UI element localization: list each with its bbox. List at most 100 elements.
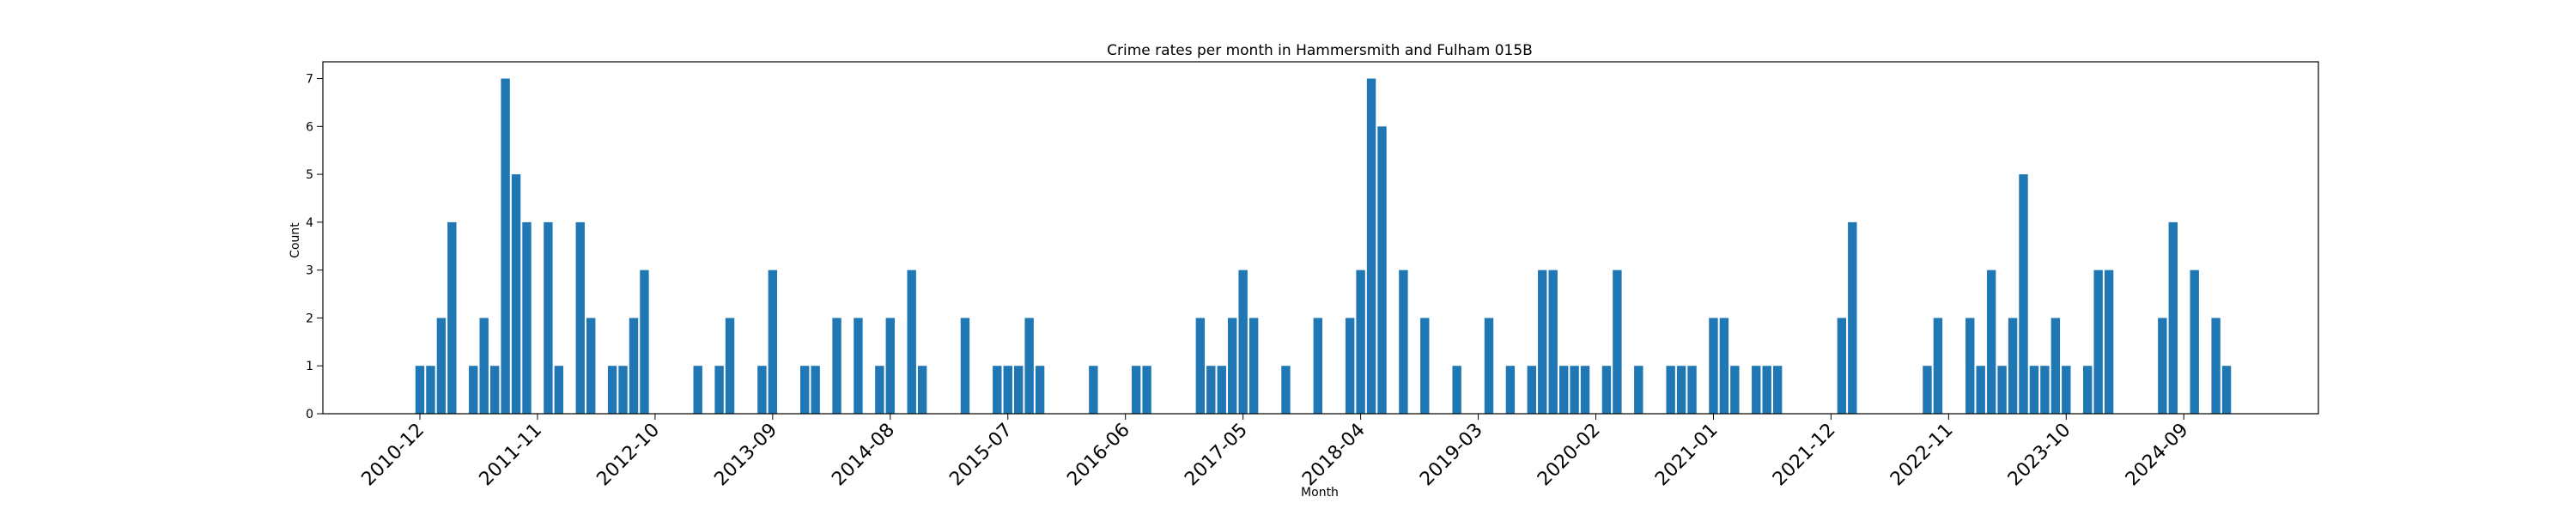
bar bbox=[2190, 270, 2199, 414]
bar bbox=[1024, 318, 1033, 414]
bar bbox=[1666, 366, 1674, 414]
bar bbox=[2030, 366, 2038, 414]
bar bbox=[1923, 366, 1931, 414]
x-axis-label: Month bbox=[1301, 486, 1339, 500]
bar bbox=[726, 318, 734, 414]
bar bbox=[1452, 366, 1461, 414]
bar bbox=[1281, 366, 1290, 414]
bar bbox=[2083, 366, 2092, 414]
bar bbox=[1228, 318, 1236, 414]
y-tick-label: 2 bbox=[306, 312, 313, 325]
bar bbox=[2169, 222, 2178, 414]
bar bbox=[629, 318, 638, 414]
bar bbox=[2211, 318, 2220, 414]
bar bbox=[1965, 318, 1974, 414]
bar bbox=[2158, 318, 2166, 414]
bar bbox=[854, 318, 862, 414]
bar bbox=[908, 270, 916, 414]
bar bbox=[1004, 366, 1012, 414]
bar bbox=[1838, 318, 1846, 414]
bar bbox=[918, 366, 927, 414]
bar bbox=[1346, 318, 1354, 414]
bar bbox=[447, 222, 456, 414]
bar bbox=[2093, 270, 2102, 414]
bar bbox=[501, 79, 509, 414]
bar bbox=[1549, 270, 1558, 414]
y-axis-label: Count bbox=[289, 222, 302, 258]
bar bbox=[1132, 366, 1140, 414]
bar bbox=[426, 366, 434, 414]
bar bbox=[1773, 366, 1782, 414]
bar bbox=[2019, 174, 2027, 414]
bar bbox=[1709, 318, 1717, 414]
bar bbox=[490, 366, 499, 414]
y-tick-label: 7 bbox=[306, 73, 313, 87]
bar bbox=[2008, 318, 2017, 414]
bar bbox=[832, 318, 841, 414]
bar bbox=[2040, 366, 2049, 414]
bar bbox=[544, 222, 552, 414]
y-tick-label: 4 bbox=[306, 216, 313, 230]
bar bbox=[480, 318, 489, 414]
bar bbox=[1238, 270, 1247, 414]
bar bbox=[1089, 366, 1097, 414]
bar bbox=[1634, 366, 1643, 414]
bar bbox=[1581, 366, 1589, 414]
bar bbox=[1485, 318, 1493, 414]
bar bbox=[1196, 318, 1205, 414]
bar bbox=[1367, 79, 1376, 414]
y-tick-label: 3 bbox=[306, 264, 313, 278]
y-tick-label: 0 bbox=[306, 408, 313, 421]
bar bbox=[1314, 318, 1322, 414]
bar bbox=[1528, 366, 1536, 414]
bar bbox=[1720, 318, 1728, 414]
bar bbox=[1206, 366, 1215, 414]
bar bbox=[1142, 366, 1151, 414]
bar bbox=[1848, 222, 1856, 414]
chart-title: Crime rates per month in Hammersmith and… bbox=[1107, 42, 1533, 59]
bar bbox=[1570, 366, 1578, 414]
bar bbox=[2062, 366, 2070, 414]
bar bbox=[1730, 366, 1739, 414]
bar bbox=[875, 366, 884, 414]
bar bbox=[1036, 366, 1044, 414]
y-tick-label: 6 bbox=[306, 120, 313, 134]
bar bbox=[811, 366, 819, 414]
bar bbox=[1987, 270, 1996, 414]
bar bbox=[416, 366, 424, 414]
bar bbox=[1602, 366, 1611, 414]
bar bbox=[437, 318, 446, 414]
bar bbox=[618, 366, 627, 414]
bar bbox=[961, 318, 969, 414]
bar bbox=[694, 366, 702, 414]
bar bbox=[640, 270, 648, 414]
bar bbox=[512, 174, 520, 414]
bar bbox=[1752, 366, 1760, 414]
bar bbox=[714, 366, 723, 414]
bar bbox=[1687, 366, 1696, 414]
bar bbox=[1677, 366, 1686, 414]
bar bbox=[522, 222, 531, 414]
y-tick-label: 5 bbox=[306, 168, 313, 182]
bar bbox=[1997, 366, 2006, 414]
bar bbox=[608, 366, 617, 414]
bar bbox=[769, 270, 777, 414]
bar bbox=[1538, 270, 1546, 414]
bar bbox=[576, 222, 585, 414]
bar bbox=[2051, 318, 2060, 414]
bar bbox=[1014, 366, 1023, 414]
bar bbox=[1218, 366, 1226, 414]
bar bbox=[886, 318, 895, 414]
bar bbox=[993, 366, 1001, 414]
bar bbox=[1420, 318, 1429, 414]
bar bbox=[1559, 366, 1568, 414]
bar bbox=[800, 366, 809, 414]
bar bbox=[1377, 126, 1386, 414]
bar bbox=[2222, 366, 2231, 414]
bar bbox=[1763, 366, 1771, 414]
bar bbox=[469, 366, 477, 414]
bar bbox=[555, 366, 563, 414]
bar bbox=[757, 366, 766, 414]
